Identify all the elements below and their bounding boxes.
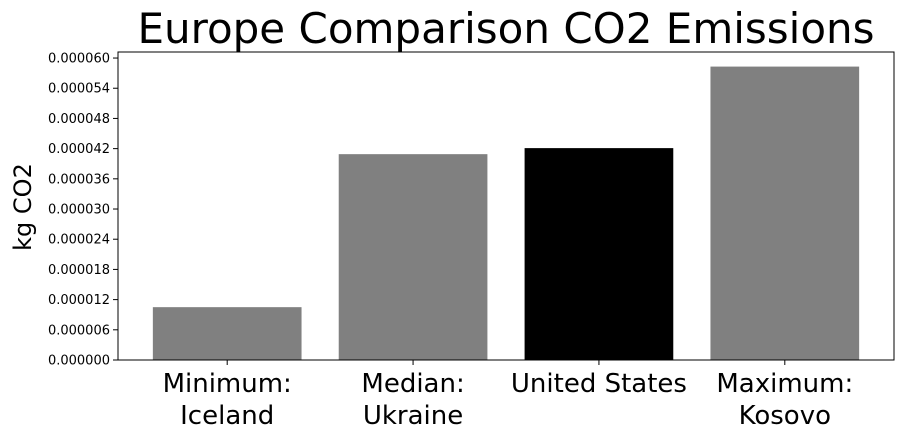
y-tick-label-8: 0.000048	[48, 112, 110, 127]
x-tick-label-line: United States	[511, 369, 687, 399]
y-tick-label-5: 0.000030	[48, 203, 110, 218]
y-tick-label-3: 0.000018	[48, 263, 110, 278]
y-tick-label-1: 0.000006	[48, 323, 110, 338]
x-tick-label-line: Iceland	[180, 401, 274, 431]
x-tick-label-line: Minimum:	[163, 369, 292, 399]
bar-2	[524, 148, 674, 360]
plot-frame	[117, 51, 895, 361]
y-tick-label-0: 0.000000	[48, 354, 110, 369]
chart-title: Europe Comparison CO2 Emissions	[137, 4, 874, 53]
y-tick-label-2: 0.000012	[48, 293, 110, 308]
y-tick-label-4: 0.000024	[48, 233, 110, 248]
bar-1	[338, 154, 488, 360]
bar-3	[710, 66, 860, 360]
x-tick-label-line: Maximum:	[716, 369, 853, 399]
y-tick-label-10: 0.000060	[48, 52, 110, 67]
y-axis-label: kg CO2	[9, 163, 37, 251]
bar-0	[152, 307, 302, 360]
y-tick-label-9: 0.000054	[48, 82, 110, 97]
x-tick-label-line: Kosovo	[739, 401, 831, 431]
bars-group	[152, 66, 860, 360]
x-tick-label-3: Maximum: Kosovo	[716, 369, 853, 431]
y-tick-label-7: 0.000042	[48, 142, 110, 157]
x-axis-ticks: Minimum: Iceland Median: Ukraine United Stat…	[163, 360, 853, 431]
x-tick-label-line: Median:	[361, 369, 464, 399]
x-tick-label-0: Minimum: Iceland	[163, 369, 292, 431]
x-tick-label-2: United States	[511, 369, 687, 399]
x-tick-label-1: Median: Ukraine	[361, 369, 464, 431]
x-tick-label-line: Ukraine	[363, 401, 463, 431]
y-axis-ticks: 0.000000 0.000006 0.000012 0.000018 0.000024…	[48, 52, 118, 369]
y-tick-label-6: 0.000036	[48, 172, 110, 187]
